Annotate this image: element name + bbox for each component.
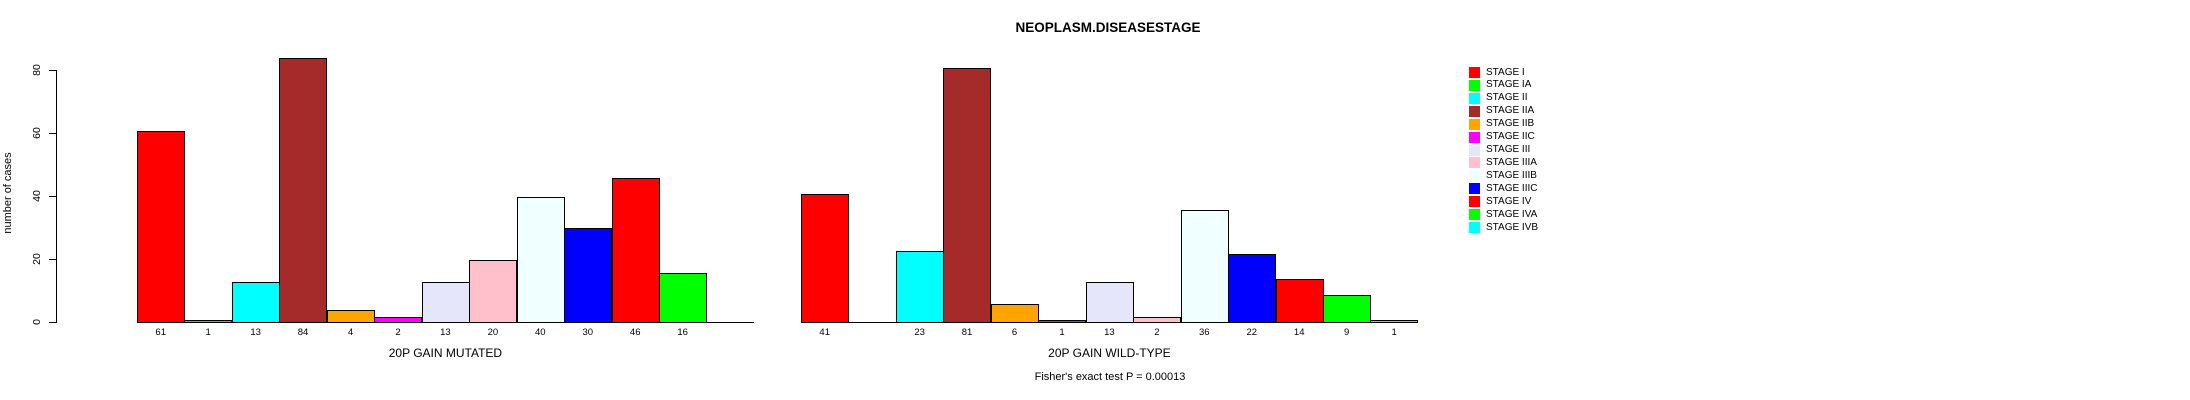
bar-stage-ia bbox=[184, 320, 232, 323]
bar-value-label: 16 bbox=[677, 327, 688, 338]
y-axis-label: number of cases bbox=[2, 152, 14, 234]
bar-stage-ivb bbox=[1370, 320, 1418, 323]
legend-swatch bbox=[1469, 144, 1480, 156]
legend-swatch bbox=[1469, 183, 1480, 195]
bar-value-label: 81 bbox=[961, 327, 973, 338]
y-tick-label: 20 bbox=[31, 253, 43, 265]
y-tick bbox=[49, 70, 56, 71]
legend-swatch bbox=[1469, 222, 1480, 234]
y-tick bbox=[49, 133, 56, 134]
bar-value-label: 20 bbox=[487, 327, 499, 338]
bar-stage-iiic bbox=[1228, 254, 1276, 323]
legend-label: STAGE IIIA bbox=[1486, 156, 1537, 168]
bar-stage-iib bbox=[991, 304, 1039, 323]
bar-stage-iic bbox=[374, 317, 422, 323]
bar-value-label: 41 bbox=[819, 327, 831, 338]
bar-stage-iii bbox=[422, 282, 470, 323]
bar-stage-i bbox=[801, 194, 849, 323]
bar-value-label: 6 bbox=[1011, 327, 1018, 338]
bar-value-label: 2 bbox=[395, 327, 401, 338]
bar-stage-ii bbox=[232, 282, 280, 323]
chart-title: NEOPLASM.DISEASESTAGE bbox=[1015, 20, 1201, 35]
bar-stage-iia bbox=[943, 68, 991, 323]
legend-swatch bbox=[1469, 196, 1480, 208]
legend-swatch bbox=[1469, 79, 1480, 91]
bar-stage-iv bbox=[1276, 279, 1324, 323]
bar-stage-iiic bbox=[564, 228, 612, 323]
legend-swatch bbox=[1469, 157, 1480, 169]
bar-stage-iib bbox=[327, 310, 375, 323]
legend-label: STAGE IVB bbox=[1486, 221, 1539, 233]
bar-stage-i bbox=[137, 131, 185, 323]
bar-stage-ii bbox=[896, 251, 944, 323]
y-tick-label: 0 bbox=[31, 319, 43, 325]
legend-label: STAGE IIA bbox=[1486, 105, 1535, 117]
statistical-test-note: Fisher's exact test P = 0.00013 bbox=[1034, 371, 1186, 383]
bar-stage-iva bbox=[659, 273, 707, 323]
bar-value-label: 30 bbox=[582, 327, 594, 338]
legend-label: STAGE I bbox=[1486, 66, 1525, 78]
legend-swatch bbox=[1469, 170, 1480, 182]
bar-value-label: 13 bbox=[1104, 327, 1115, 338]
legend-label: STAGE IVA bbox=[1486, 208, 1538, 220]
bar-value-label: 1 bbox=[1391, 327, 1397, 338]
bar-stage-iiib bbox=[517, 197, 565, 323]
bar-value-label: 40 bbox=[535, 327, 546, 338]
bar-stage-iii bbox=[1086, 282, 1134, 323]
bar-value-label: 1 bbox=[1059, 327, 1065, 338]
legend-label: STAGE IIB bbox=[1486, 118, 1535, 130]
x-axis-title: 20P GAIN WILD-TYPE bbox=[1048, 346, 1171, 360]
legend-label: STAGE IIIC bbox=[1486, 182, 1538, 194]
legend-swatch bbox=[1469, 67, 1480, 78]
legend-label: STAGE IIIB bbox=[1486, 169, 1537, 181]
legend-swatch bbox=[1469, 131, 1480, 143]
y-tick-label: 80 bbox=[31, 64, 43, 76]
legend-label: STAGE IV bbox=[1486, 195, 1532, 207]
bar-value-label: 9 bbox=[1344, 327, 1350, 338]
x-axis-title: 20P GAIN MUTATED bbox=[388, 346, 503, 360]
bar-value-label: 14 bbox=[1293, 327, 1305, 338]
y-tick-label: 40 bbox=[31, 190, 43, 202]
bar-stage-iiia bbox=[469, 260, 517, 323]
y-tick-label: 60 bbox=[31, 127, 43, 139]
bar-value-label: 84 bbox=[297, 327, 309, 338]
bar-stage-iic bbox=[1038, 320, 1086, 323]
y-tick bbox=[49, 259, 56, 260]
y-tick bbox=[49, 322, 56, 323]
bar-value-label: 2 bbox=[1154, 327, 1160, 338]
legend-label: STAGE II bbox=[1486, 92, 1528, 104]
bar-value-label: 13 bbox=[440, 327, 451, 338]
legend-swatch bbox=[1469, 105, 1480, 117]
bar-value-label: 1 bbox=[205, 327, 211, 338]
bar-stage-iiia bbox=[1133, 317, 1181, 323]
bar-stage-iva bbox=[1323, 295, 1371, 323]
legend-swatch bbox=[1469, 92, 1480, 104]
bar-stage-iia bbox=[279, 58, 327, 323]
bar-value-label: 23 bbox=[914, 327, 925, 338]
y-tick bbox=[49, 196, 56, 197]
legend-label: STAGE IIC bbox=[1486, 131, 1535, 143]
bar-stage-iv bbox=[612, 178, 660, 323]
bar-value-label: 13 bbox=[250, 327, 261, 338]
legend-swatch bbox=[1469, 118, 1480, 130]
bar-stage-iiib bbox=[1181, 210, 1229, 323]
legend-label: STAGE III bbox=[1486, 144, 1531, 156]
legend-label: STAGE IA bbox=[1486, 79, 1532, 91]
y-axis-line bbox=[56, 70, 57, 323]
bar-value-label: 22 bbox=[1246, 327, 1258, 338]
legend-swatch bbox=[1469, 209, 1480, 221]
bar-value-label: 36 bbox=[1199, 327, 1210, 338]
bar-value-label: 46 bbox=[629, 327, 641, 338]
bar-value-label: 4 bbox=[347, 327, 354, 338]
bar-value-label: 61 bbox=[155, 327, 167, 338]
